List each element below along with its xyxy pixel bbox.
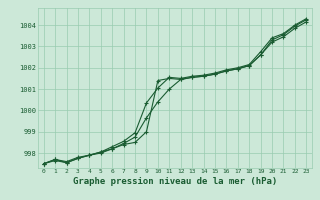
X-axis label: Graphe pression niveau de la mer (hPa): Graphe pression niveau de la mer (hPa) [73,177,277,186]
